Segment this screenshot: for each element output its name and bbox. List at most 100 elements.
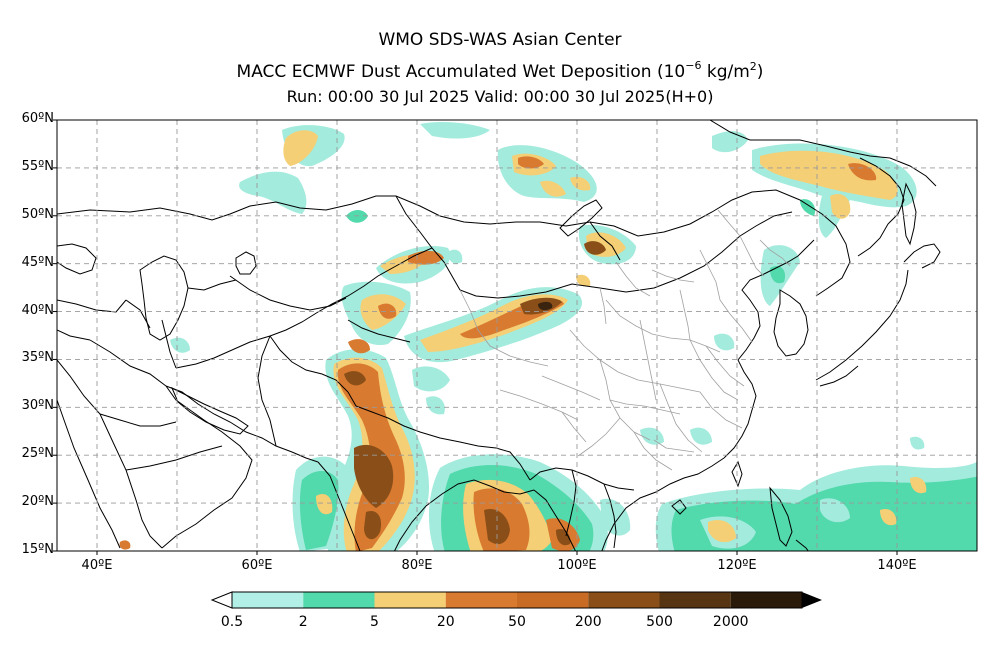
field-blob [341, 246, 463, 346]
colorbar [210, 591, 822, 609]
field-blob [404, 287, 583, 415]
lat-tick-label: 20ºN [21, 494, 54, 510]
boundary-line [139, 255, 189, 341]
deposition-contour [354, 444, 394, 508]
boundary-line [529, 467, 635, 491]
deposition-contour [316, 493, 333, 515]
deposition-contour [830, 193, 851, 219]
field-blob [239, 122, 490, 223]
boundary-line [347, 319, 411, 343]
province-border [633, 431, 673, 471]
lat-tick-label: 60ºN [21, 111, 54, 126]
graticule [57, 120, 977, 551]
deposition-contour [538, 301, 553, 311]
colorbar-level-label: 20 [436, 614, 455, 630]
boundary-line [57, 189, 851, 297]
colorbar-swatch [445, 592, 517, 608]
colorbar-swatch [303, 592, 375, 608]
colorbar-level-label: 5 [370, 614, 379, 630]
province-border [699, 249, 721, 301]
lon-tick-label: 60ºE [241, 558, 273, 573]
boundary-line [533, 489, 577, 551]
colorbar-level-label: 50 [508, 614, 526, 630]
colorbar-swatch [232, 592, 304, 608]
deposition-contour [299, 471, 339, 550]
boundary-line [57, 329, 91, 341]
boundary-line [901, 182, 917, 246]
deposition-contour [378, 303, 397, 319]
deposition-contour [712, 131, 748, 153]
deposition-contour [364, 510, 382, 540]
boundary-line [903, 243, 941, 269]
colorbar-level-label: 500 [646, 614, 673, 630]
deposition-contour [420, 122, 490, 139]
province-border [699, 391, 743, 429]
deposition-contour [910, 436, 925, 450]
boundary-line [763, 239, 815, 275]
lon-tick-label: 80ºE [401, 558, 433, 573]
province-border [541, 375, 601, 401]
province-border [609, 399, 681, 415]
lat-tick-label: 25ºN [21, 446, 54, 462]
boundary-line [235, 251, 257, 275]
field-blob [640, 427, 977, 551]
deposition-contour [570, 176, 591, 191]
deposition-contour [910, 476, 927, 494]
lon-tick-label: 120ºE [717, 558, 757, 573]
province-border [561, 411, 587, 443]
colorbar-level-label: 2000 [712, 614, 749, 630]
boundary-line [125, 445, 223, 471]
deposition-contour [119, 540, 131, 550]
colorbar-swatch [588, 592, 660, 608]
boundary-line [731, 460, 743, 488]
coastlines-borders [57, 120, 941, 551]
deposition-contour [170, 337, 190, 353]
deposition-contour [448, 249, 463, 264]
province-border [759, 239, 791, 267]
province-border [651, 269, 695, 283]
boundary-line [257, 335, 277, 447]
boundary-line [187, 279, 237, 291]
province-border [689, 339, 739, 401]
colorbar-swatch [730, 592, 802, 608]
province-border [705, 345, 745, 387]
lat-tick-label: 50ºN [21, 206, 54, 222]
boundary-line [161, 319, 177, 369]
lat-tick-label: 45ºN [21, 254, 54, 270]
deposition-contour [600, 498, 631, 536]
field-blob [712, 131, 917, 351]
province-border [459, 289, 549, 367]
title-center: WMO SDS-WAS Asian Center [378, 30, 622, 50]
boundary-line [773, 289, 809, 357]
province-border [599, 287, 607, 325]
lat-tick-label: 35ºN [21, 350, 54, 366]
province-border [679, 289, 691, 341]
boundary-line [769, 486, 793, 547]
deposition-contour [584, 241, 606, 255]
province-border [717, 209, 741, 237]
boundary-line [99, 413, 177, 427]
deposition-contour [576, 274, 591, 287]
colorbar-under-arrow [210, 591, 233, 609]
lon-tick-label: 40ºE [81, 558, 113, 573]
deposition-contour [346, 210, 368, 223]
boundary-line [317, 461, 361, 551]
boundary-line [355, 405, 531, 481]
lat-tick-label: 30ºN [21, 398, 54, 414]
boundary-line [857, 157, 905, 257]
boundary-line [601, 457, 725, 551]
province-border [639, 319, 657, 401]
province-border [569, 329, 701, 393]
boundary-line [57, 359, 163, 549]
province-border [605, 299, 721, 353]
colorbar-level-label: 2 [298, 614, 308, 630]
boundary-line [559, 199, 603, 237]
boundary-line [269, 335, 357, 407]
boundary-line [393, 479, 535, 551]
colorbar-level-label: 200 [574, 614, 602, 630]
lat-tick-label: 55ºN [21, 158, 54, 174]
boundary-line [815, 269, 909, 381]
province-borders [459, 209, 791, 471]
province-border [499, 389, 579, 421]
